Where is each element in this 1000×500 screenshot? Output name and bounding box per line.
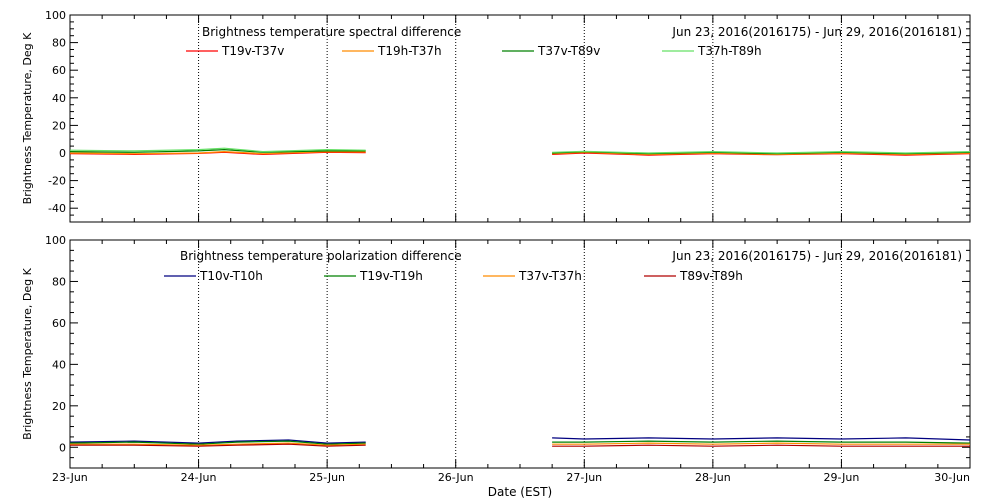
x-tick-label: 25-Jun — [309, 471, 345, 484]
y-tick-label: 60 — [52, 64, 66, 77]
series-line-t19v-t19h-1 — [552, 440, 971, 444]
y-axis-label: Brightness Temperature, Deg K — [21, 267, 34, 439]
legend-label-t19v-t37v: T19v-T37v — [221, 44, 284, 58]
legend-label-t89v-t89h: T89v-T89h — [679, 269, 743, 283]
x-tick-label: 28-Jun — [695, 471, 731, 484]
chart-subtitle: Jun 23, 2016(2016175) - Jun 29, 2016(201… — [671, 25, 962, 39]
series-line-t19v-t19h-0 — [69, 440, 366, 445]
series-line-t19h-t37h-0 — [69, 151, 366, 155]
y-tick-label: 100 — [45, 9, 66, 22]
y-tick-label: 0 — [59, 147, 66, 160]
x-tick-label: 26-Jun — [438, 471, 474, 484]
chart-title: Brightness temperature spectral differen… — [202, 25, 461, 39]
series-line-t19h-t37h-1 — [552, 151, 971, 155]
series-line-t37h-t89h-0 — [69, 147, 366, 153]
y-tick-label: 40 — [52, 358, 66, 371]
x-tick-label: 27-Jun — [566, 471, 602, 484]
y-axis-label: Brightness Temperature, Deg K — [21, 32, 34, 204]
y-tick-label: 100 — [45, 234, 66, 247]
y-tick-label: 60 — [52, 317, 66, 330]
y-tick-label: 20 — [52, 400, 66, 413]
series-line-t89v-t89h-1 — [552, 444, 970, 447]
series-line-t89v-t89h-0 — [70, 443, 366, 447]
x-tick-label: 30-Jun — [934, 471, 970, 484]
chart-title: Brightness temperature polarization diff… — [180, 249, 462, 263]
x-tick-label: 24-Jun — [181, 471, 217, 484]
y-tick-label: 20 — [52, 119, 66, 132]
spectral-difference-panel: -40 -20 0 20 40 60 80 100 Brightness Temperature… — [21, 9, 971, 223]
series-line-t37v-t37h-1 — [552, 442, 970, 445]
y-tick-label: 0 — [59, 441, 66, 454]
series-line-t10v-t10h-1 — [552, 437, 971, 441]
y-tick-label: 40 — [52, 92, 66, 105]
y-tick-label: 80 — [52, 275, 66, 288]
series-line-t37v-t89v-0 — [69, 149, 366, 153]
series-line-t37v-t37h-0 — [70, 442, 366, 446]
legend-label-t37v-t89v: T37v-T89v — [537, 44, 600, 58]
polarization-difference-panel: 0 20 40 60 80 100 23-Jun 24-Jun 25-Jun 26-Jun 27-J… — [21, 234, 971, 484]
series-line-t37h-t89h-1 — [552, 150, 971, 154]
legend-label-t37v-t37h: T37v-T37h — [518, 269, 582, 283]
legend-label-t10v-t10h: T10v-T10h — [199, 269, 263, 283]
x-axis-label: Date (EST) — [488, 485, 552, 499]
y-tick-label: -40 — [48, 202, 66, 215]
legend-label-t37h-t89h: T37h-T89h — [697, 44, 762, 58]
legend-label-t19h-t37h: T19h-T37h — [377, 44, 442, 58]
y-tick-label: -20 — [48, 175, 66, 188]
series-line-t19v-t37v-0 — [69, 151, 366, 155]
x-tick-label: 29-Jun — [824, 471, 860, 484]
y-tick-label: 80 — [52, 37, 66, 50]
plot-frame — [69, 14, 971, 223]
x-tick-label: 23-Jun — [52, 471, 88, 484]
series-line-t10v-t10h-0 — [69, 439, 366, 444]
chart-subtitle: Jun 23, 2016(2016175) - Jun 29, 2016(201… — [671, 249, 962, 263]
legend-label-t19v-t19h: T19v-T19h — [359, 269, 423, 283]
